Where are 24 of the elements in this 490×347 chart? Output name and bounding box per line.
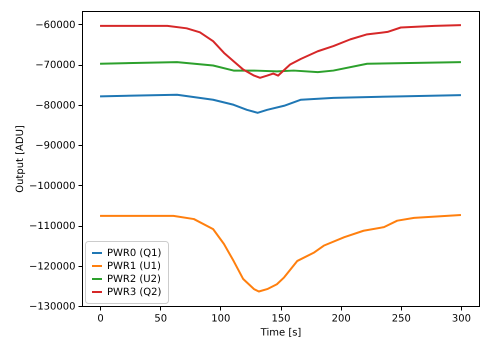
x-tick-label: 50 (154, 314, 168, 324)
y-tick-label: −110000 (28, 221, 76, 232)
y-tick-label: −60000 (35, 20, 76, 31)
y-tick-label: −100000 (28, 180, 76, 192)
line-series (99, 24, 462, 79)
y-tick-label: −120000 (28, 261, 76, 272)
legend-label: PWR1 (U1) (107, 261, 161, 272)
y-tick-label: −90000 (35, 140, 76, 152)
legend-label: PWR3 (Q2) (107, 287, 162, 298)
x-tick-label: 100 (211, 314, 230, 324)
x-tick-label: 200 (332, 314, 351, 324)
y-tick-label: −80000 (35, 100, 76, 112)
x-tick-label: 300 (452, 314, 471, 324)
y-tick-label: −70000 (35, 60, 76, 72)
line-series (99, 61, 462, 74)
x-tick-label: 150 (271, 314, 291, 324)
y-axis-title: Output [ADU] (14, 125, 26, 193)
x-axis-title: Time [s] (260, 328, 302, 338)
x-tick-label: 250 (392, 314, 411, 324)
x-tick-label: 0 (97, 314, 104, 324)
y-tick-label: −130000 (28, 302, 76, 312)
line-series (99, 94, 462, 114)
legend-label: PWR0 (Q1) (107, 248, 162, 259)
legend-label: PWR2 (U2) (107, 274, 161, 285)
